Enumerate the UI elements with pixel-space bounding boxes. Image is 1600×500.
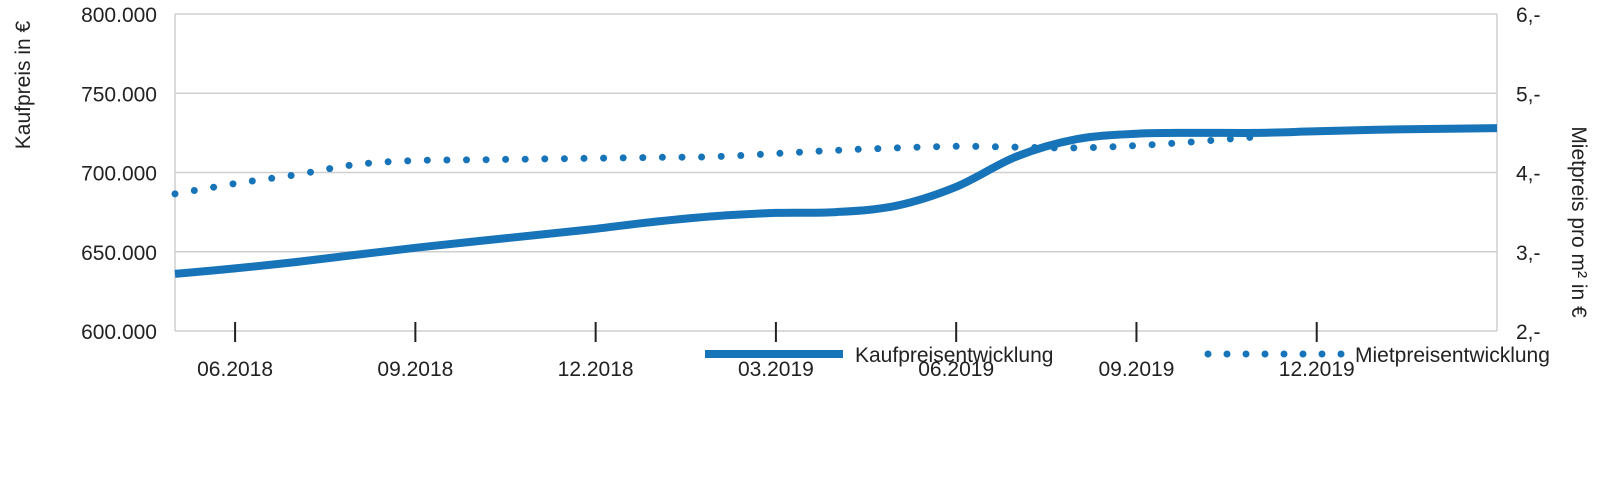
right-axis-ticks: 2,- 3,- 4,- 5,- 6,- [1516, 4, 1541, 344]
series-dot [248, 177, 256, 185]
series-dot [815, 147, 823, 155]
series-dot [796, 148, 803, 156]
series-dot [443, 156, 451, 164]
left-tick-label: 700.000 [81, 163, 157, 186]
series-dot [268, 174, 276, 182]
series-dot [1089, 144, 1097, 151]
x-tick-label: 03.2019 [738, 358, 814, 381]
series-dot [190, 187, 198, 194]
series-dot [423, 156, 431, 164]
series-dot [1226, 135, 1234, 143]
right-tick-label: 4,- [1516, 163, 1541, 186]
series-dot [698, 153, 706, 161]
right-tick-label: 5,- [1516, 83, 1541, 106]
x-tick-label: 06.2018 [197, 358, 273, 381]
series-dot [171, 190, 179, 198]
series-dot [210, 183, 218, 191]
series-dot [560, 155, 568, 163]
right-tick-label: 3,- [1516, 242, 1541, 265]
series-dot [658, 153, 666, 161]
series-dot [365, 159, 372, 167]
series-dot [326, 165, 334, 173]
series-dot [678, 153, 686, 161]
series-dot [1050, 144, 1058, 152]
series-dot [345, 161, 353, 169]
series-dot [756, 150, 764, 158]
legend-dot [1337, 350, 1345, 358]
legend-dot [1318, 350, 1326, 358]
series-dot [972, 142, 980, 150]
left-axis-title: Kaufpreis in € [12, 20, 35, 149]
series-dot [737, 152, 745, 159]
series-dot [580, 154, 588, 162]
series-dot [521, 155, 529, 163]
series-dot [1070, 144, 1078, 152]
legend-label-kaufpreis: Kaufpreisentwicklung [855, 344, 1053, 367]
series-dot [541, 155, 549, 163]
series-dots-mietpreisentwicklung [171, 133, 1254, 198]
series-dot [874, 145, 882, 153]
legend-dot [1204, 350, 1212, 358]
legend-dot [1242, 350, 1250, 358]
series-dot [1148, 141, 1156, 149]
series-dot [952, 142, 960, 150]
series-dot [502, 155, 510, 163]
series-dot [287, 172, 295, 179]
legend-label-mietpreis: Mietpreisentwicklung [1355, 344, 1550, 367]
left-tick-label: 600.000 [81, 321, 157, 344]
left-tick-label: 800.000 [81, 4, 157, 27]
right-tick-label: 6,- [1516, 4, 1541, 27]
left-axis-ticks: 600.000 650.000 700.000 750.000 800.000 [81, 4, 157, 344]
left-tick-label: 750.000 [81, 83, 157, 106]
series-dot [1129, 142, 1136, 150]
series-dot [1011, 143, 1019, 151]
x-axis-ticks: 06.2018 09.2018 12.2018 03.2019 06.2019 09.20… [197, 322, 1355, 381]
series-dot [893, 144, 901, 152]
series-layer [171, 124, 1498, 278]
series-dot [619, 154, 627, 162]
series-dot [639, 154, 647, 162]
series-dot [717, 152, 725, 160]
x-tick-label: 09.2019 [1098, 358, 1174, 381]
series-dot [1109, 143, 1117, 151]
grid-lines [175, 13, 1497, 332]
series-dot [482, 156, 490, 164]
legend-dot [1261, 350, 1269, 358]
axes [174, 14, 1498, 331]
series-dot [913, 143, 921, 151]
series-dot [229, 180, 237, 188]
series-dot [991, 143, 999, 151]
right-tick-label: 2,- [1516, 321, 1541, 344]
series-dot [463, 156, 470, 164]
series-line-kaufpreisentwicklung [174, 124, 1498, 278]
series-dot [1187, 138, 1195, 146]
series-dot [600, 154, 608, 162]
series-dot [933, 143, 941, 151]
series-dot [1246, 133, 1254, 141]
legend-swatch-mietpreis [1204, 350, 1345, 358]
series-dot [404, 157, 412, 165]
series-dot [1168, 139, 1176, 147]
series-dot [776, 149, 784, 157]
legend: Kaufpreisentwicklung Mietpreisentwicklun… [705, 344, 1550, 367]
legend-dot [1280, 350, 1288, 358]
series-dot [1207, 137, 1215, 144]
x-tick-label: 12.2019 [1279, 358, 1355, 381]
x-tick-label: 06.2019 [918, 358, 994, 381]
series-dot [384, 158, 392, 166]
legend-dot [1223, 350, 1231, 358]
left-tick-label: 650.000 [81, 242, 157, 265]
series-dot [307, 168, 314, 176]
series-dot [854, 145, 862, 153]
right-axis-title: Mietpreis pro m² in € [1567, 126, 1590, 318]
x-tick-label: 09.2018 [377, 358, 453, 381]
series-dot [1031, 144, 1039, 151]
x-tick-label: 12.2018 [558, 358, 634, 381]
legend-dot [1299, 350, 1307, 358]
series-dot [835, 146, 843, 154]
